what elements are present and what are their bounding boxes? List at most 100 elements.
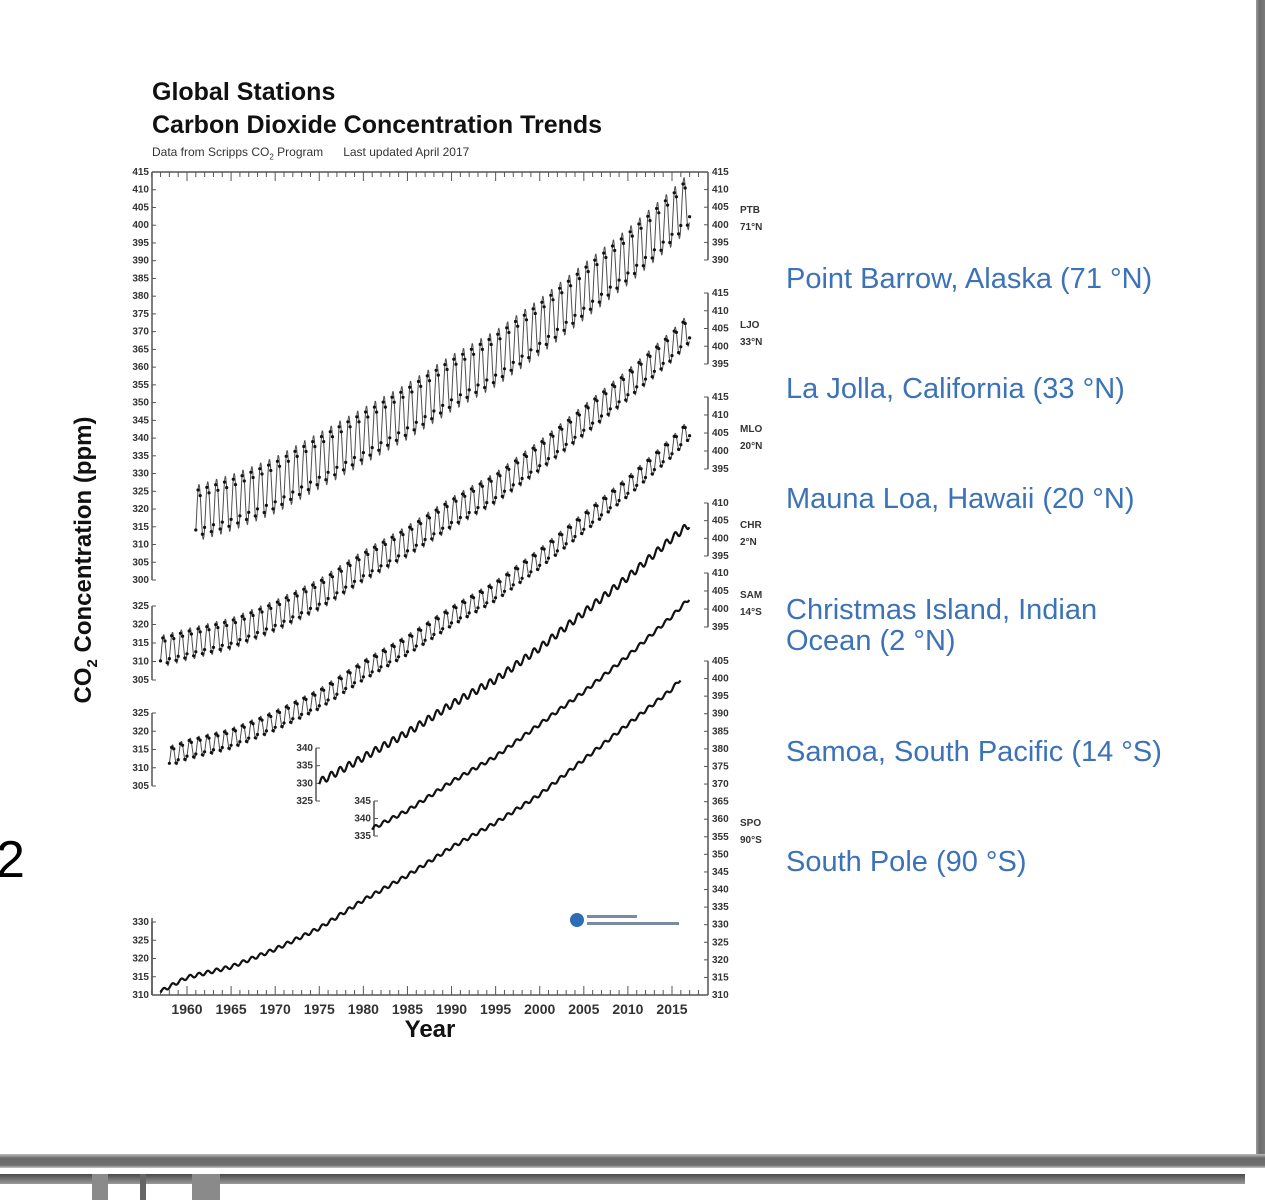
svg-text:400: 400 — [132, 220, 149, 231]
svg-text:300: 300 — [132, 575, 149, 586]
svg-text:335: 335 — [712, 902, 729, 913]
svg-text:360: 360 — [712, 814, 729, 825]
station-label-ljo: La Jolla, California (33 °N) — [786, 373, 1125, 405]
svg-text:395: 395 — [712, 359, 729, 370]
svg-text:325: 325 — [132, 601, 149, 612]
svg-text:375: 375 — [132, 309, 149, 320]
station-label-sam: Samoa, South Pacific (14 °S) — [786, 736, 1162, 768]
svg-text:325: 325 — [296, 796, 313, 807]
svg-text:395: 395 — [712, 622, 729, 633]
svg-text:415: 415 — [712, 167, 729, 178]
chart-title-line1: Global Stations — [152, 78, 336, 106]
svg-text:SAM: SAM — [740, 590, 762, 601]
svg-text:315: 315 — [132, 745, 149, 756]
svg-text:405: 405 — [712, 656, 729, 667]
svg-text:330: 330 — [132, 469, 149, 480]
svg-text:2000: 2000 — [524, 1001, 555, 1017]
window-right-edge — [1256, 0, 1265, 1160]
svg-text:340: 340 — [354, 814, 371, 825]
svg-text:2015: 2015 — [656, 1001, 687, 1017]
chart-title-line2: Carbon Dioxide Concentration Trends — [152, 111, 603, 139]
document-page: 2 Global Stations Carbon Dioxide Concent… — [0, 76, 1162, 1043]
svg-text:415: 415 — [712, 392, 729, 403]
svg-text:345: 345 — [354, 796, 371, 807]
svg-text:405: 405 — [132, 202, 149, 213]
svg-text:310: 310 — [132, 540, 149, 551]
svg-text:400: 400 — [712, 341, 729, 352]
svg-text:315: 315 — [132, 638, 149, 649]
svg-text:405: 405 — [712, 428, 729, 439]
svg-text:355: 355 — [132, 380, 149, 391]
svg-text:395: 395 — [132, 238, 149, 249]
slide-number: 2 — [0, 831, 25, 889]
svg-text:345: 345 — [132, 415, 149, 426]
page-separator — [0, 1154, 1265, 1168]
svg-text:330: 330 — [712, 920, 729, 931]
svg-text:1965: 1965 — [216, 1001, 247, 1017]
svg-text:335: 335 — [132, 451, 149, 462]
station-label-spo: South Pole (90 °S) — [786, 846, 1027, 878]
svg-text:330: 330 — [296, 778, 313, 789]
svg-text:310: 310 — [132, 763, 149, 774]
svg-text:395: 395 — [712, 237, 729, 248]
svg-text:1960: 1960 — [171, 1001, 202, 1017]
svg-text:410: 410 — [712, 568, 729, 579]
station-label-chr: Christmas Island, Indian Ocean (2 °N) — [786, 594, 1098, 657]
svg-text:320: 320 — [132, 504, 149, 515]
svg-text:320: 320 — [712, 955, 729, 966]
svg-text:400: 400 — [712, 604, 729, 615]
svg-text:375: 375 — [712, 761, 729, 772]
svg-text:405: 405 — [712, 516, 729, 527]
svg-text:315: 315 — [712, 972, 729, 983]
svg-text:325: 325 — [712, 937, 729, 948]
svg-text:1975: 1975 — [304, 1001, 335, 1017]
svg-text:305: 305 — [132, 781, 149, 792]
svg-text:365: 365 — [712, 797, 729, 808]
svg-text:405: 405 — [712, 324, 729, 335]
svg-text:315: 315 — [132, 972, 149, 983]
svg-text:410: 410 — [712, 185, 729, 196]
svg-text:390: 390 — [132, 256, 149, 267]
updated-text: Last updated April 2017 — [343, 145, 470, 159]
svg-text:410: 410 — [712, 498, 729, 509]
svg-text:320: 320 — [132, 954, 149, 965]
chart-title: Global Stations Carbon Dioxide Concentra… — [152, 76, 602, 142]
svg-text:305: 305 — [132, 557, 149, 568]
svg-text:355: 355 — [712, 832, 729, 843]
svg-text:405: 405 — [712, 586, 729, 597]
svg-text:405: 405 — [712, 202, 729, 213]
svg-text:320: 320 — [132, 620, 149, 631]
svg-text:SPO: SPO — [740, 818, 761, 829]
svg-text:325: 325 — [132, 708, 149, 719]
svg-text:365: 365 — [132, 344, 149, 355]
svg-text:410: 410 — [712, 306, 729, 317]
svg-text:410: 410 — [712, 410, 729, 421]
svg-text:MLO: MLO — [740, 424, 762, 435]
svg-text:400: 400 — [712, 446, 729, 457]
svg-text:2010: 2010 — [612, 1001, 643, 1017]
svg-text:415: 415 — [712, 288, 729, 299]
svg-text:395: 395 — [712, 551, 729, 562]
svg-text:20°N: 20°N — [740, 441, 762, 452]
svg-text:305: 305 — [132, 675, 149, 686]
svg-text:385: 385 — [132, 273, 149, 284]
svg-text:1995: 1995 — [480, 1001, 511, 1017]
svg-text:345: 345 — [712, 867, 729, 878]
svg-text:335: 335 — [296, 761, 313, 772]
svg-text:33°N: 33°N — [740, 337, 762, 348]
svg-text:310: 310 — [132, 657, 149, 668]
next-page-preview — [0, 1168, 1250, 1200]
svg-text:1990: 1990 — [436, 1001, 467, 1017]
svg-text:395: 395 — [712, 691, 729, 702]
svg-text:335: 335 — [354, 831, 371, 842]
svg-text:PTB: PTB — [740, 205, 760, 216]
svg-text:380: 380 — [132, 291, 149, 302]
svg-text:350: 350 — [712, 849, 729, 860]
svg-text:2°N: 2°N — [740, 537, 757, 548]
station-label-mlo: Mauna Loa, Hawaii (20 °N) — [786, 483, 1135, 515]
svg-text:415: 415 — [132, 167, 149, 178]
svg-text:330: 330 — [132, 917, 149, 928]
svg-text:370: 370 — [712, 779, 729, 790]
svg-text:370: 370 — [132, 327, 149, 338]
svg-text:400: 400 — [712, 674, 729, 685]
